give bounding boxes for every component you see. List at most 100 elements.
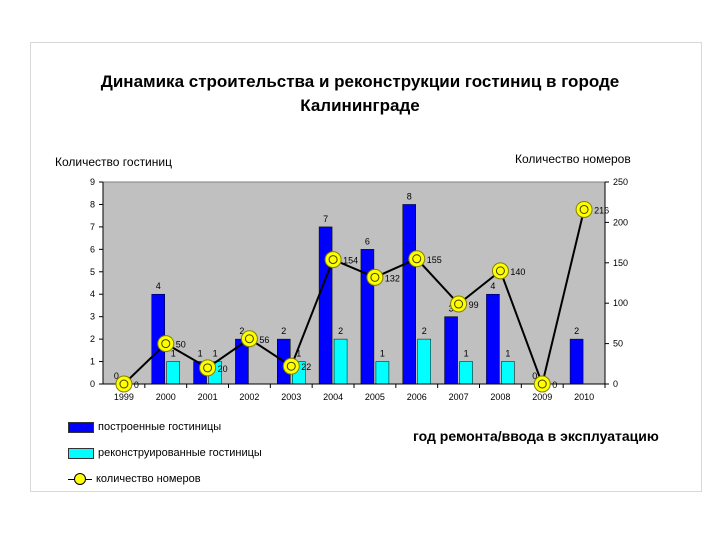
y2-tick-label: 150 — [613, 258, 628, 268]
bar-reconstructed — [375, 361, 390, 385]
y-tick-label: 3 — [90, 312, 95, 322]
plot-area — [102, 181, 606, 385]
rooms-marker-inner — [244, 334, 254, 344]
bar-built — [444, 316, 458, 385]
x-tick-label: 2006 — [407, 392, 427, 402]
rooms-marker-inner — [161, 339, 171, 349]
data-label-rooms: 154 — [343, 256, 358, 266]
data-label-built: 4 — [490, 281, 495, 291]
legend-label-built: построенные гостиницы — [98, 421, 222, 433]
data-label-reconstructed: 1 — [380, 349, 385, 359]
data-label-built: 2 — [281, 326, 286, 336]
data-label-built: 3 — [449, 304, 454, 314]
x-tick-label: 2007 — [449, 392, 469, 402]
data-label-built: 6 — [365, 236, 370, 246]
y-tick-label: 4 — [90, 289, 95, 299]
y2-tick-label: 200 — [613, 217, 628, 227]
data-label-rooms: 22 — [301, 362, 311, 372]
x-tick-label: 2000 — [156, 392, 176, 402]
rooms-marker-inner — [412, 254, 422, 264]
data-label-built: 1 — [198, 349, 203, 359]
rooms-marker — [408, 250, 426, 268]
legend-swatch-reconstructed — [68, 447, 94, 459]
bar-reconstructed — [166, 361, 180, 385]
x-tick-label: 2005 — [365, 392, 385, 402]
legend-item-reconstructed: реконструированные гостиницы — [68, 442, 262, 464]
bar-reconstructed — [501, 361, 515, 385]
y-tick-label: 5 — [90, 267, 95, 277]
data-label-rooms: 216 — [594, 205, 609, 215]
rooms-marker-inner — [203, 363, 213, 373]
bar-built — [318, 226, 333, 385]
rooms-marker-inner — [370, 272, 380, 282]
bar-built — [486, 293, 500, 385]
rooms-marker — [575, 200, 593, 218]
data-label-reconstructed: 1 — [171, 349, 176, 359]
data-label-rooms: 0 — [552, 380, 557, 390]
data-label-built: 0 — [532, 371, 537, 381]
x-tick-label: 2010 — [574, 392, 594, 402]
y2-tick-label: 100 — [613, 298, 628, 308]
y-tick-label: 0 — [90, 379, 95, 389]
x-tick-label: 2004 — [323, 392, 343, 402]
rooms-marker-inner — [119, 379, 129, 389]
legend: построенные гостиницы реконструированные… — [68, 416, 262, 494]
x-tick-label: 2008 — [490, 392, 510, 402]
data-label-built: 7 — [323, 214, 328, 224]
y-tick-label: 2 — [90, 334, 95, 344]
data-label-built: 0 — [114, 371, 119, 381]
x-tick-label: 2009 — [532, 392, 552, 402]
data-label-rooms: 155 — [427, 255, 442, 265]
rooms-marker — [450, 295, 468, 313]
data-label-rooms: 56 — [259, 335, 269, 345]
data-label-reconstructed: 1 — [296, 349, 301, 359]
rooms-marker-inner — [454, 299, 464, 309]
rooms-marker-inner — [495, 266, 505, 276]
rooms-marker — [282, 357, 300, 375]
rooms-marker-inner — [537, 379, 547, 389]
rooms-marker-inner — [579, 204, 589, 214]
legend-item-rooms: количество номеров — [68, 468, 262, 490]
y-tick-label: 6 — [90, 244, 95, 254]
bar-built — [402, 204, 416, 385]
x-tick-label: 1999 — [114, 392, 134, 402]
data-label-reconstructed: 1 — [213, 349, 218, 359]
title-line-1: Динамика строительства и реконструкции г… — [100, 72, 620, 91]
y-tick-label: 7 — [90, 222, 95, 232]
rooms-marker — [199, 359, 217, 377]
data-label-reconstructed: 1 — [464, 349, 469, 359]
legend-swatch-rooms — [68, 473, 92, 485]
y-tick-label: 9 — [90, 177, 95, 187]
rooms-marker-inner — [286, 361, 296, 371]
data-label-rooms: 20 — [218, 364, 228, 374]
legend-item-built: построенные гостиницы — [68, 416, 262, 438]
rooms-marker — [157, 335, 175, 353]
y-axis-label-right: Количество номеров — [515, 152, 631, 166]
y2-tick-label: 0 — [613, 379, 618, 389]
legend-label-reconstructed: реконструированные гостиницы — [98, 447, 262, 459]
x-tick-label: 2002 — [239, 392, 259, 402]
rooms-marker — [366, 268, 384, 286]
rooms-marker — [533, 375, 551, 393]
data-label-built: 8 — [407, 191, 412, 201]
x-tick-label: 2001 — [198, 392, 218, 402]
data-label-rooms: 140 — [510, 267, 525, 277]
y2-tick-label: 50 — [613, 339, 623, 349]
bar-reconstructed — [417, 338, 431, 385]
legend-label-rooms: количество номеров — [96, 473, 201, 485]
title-line-2: Калининграде — [300, 96, 420, 115]
rooms-marker — [491, 262, 509, 280]
bar-reconstructed — [333, 338, 348, 385]
data-label-reconstructed: 2 — [338, 326, 343, 336]
rooms-marker-inner — [328, 255, 338, 265]
y-axis-label-left: Количество гостиниц — [55, 155, 172, 169]
bar-reconstructed — [459, 361, 473, 385]
data-label-built: 4 — [156, 281, 161, 291]
data-label-rooms: 99 — [469, 300, 479, 310]
data-label-rooms: 0 — [134, 380, 139, 390]
y2-tick-label: 250 — [613, 177, 628, 187]
legend-swatch-built — [68, 421, 94, 433]
rooms-marker — [324, 251, 342, 269]
rooms-marker — [240, 330, 258, 348]
